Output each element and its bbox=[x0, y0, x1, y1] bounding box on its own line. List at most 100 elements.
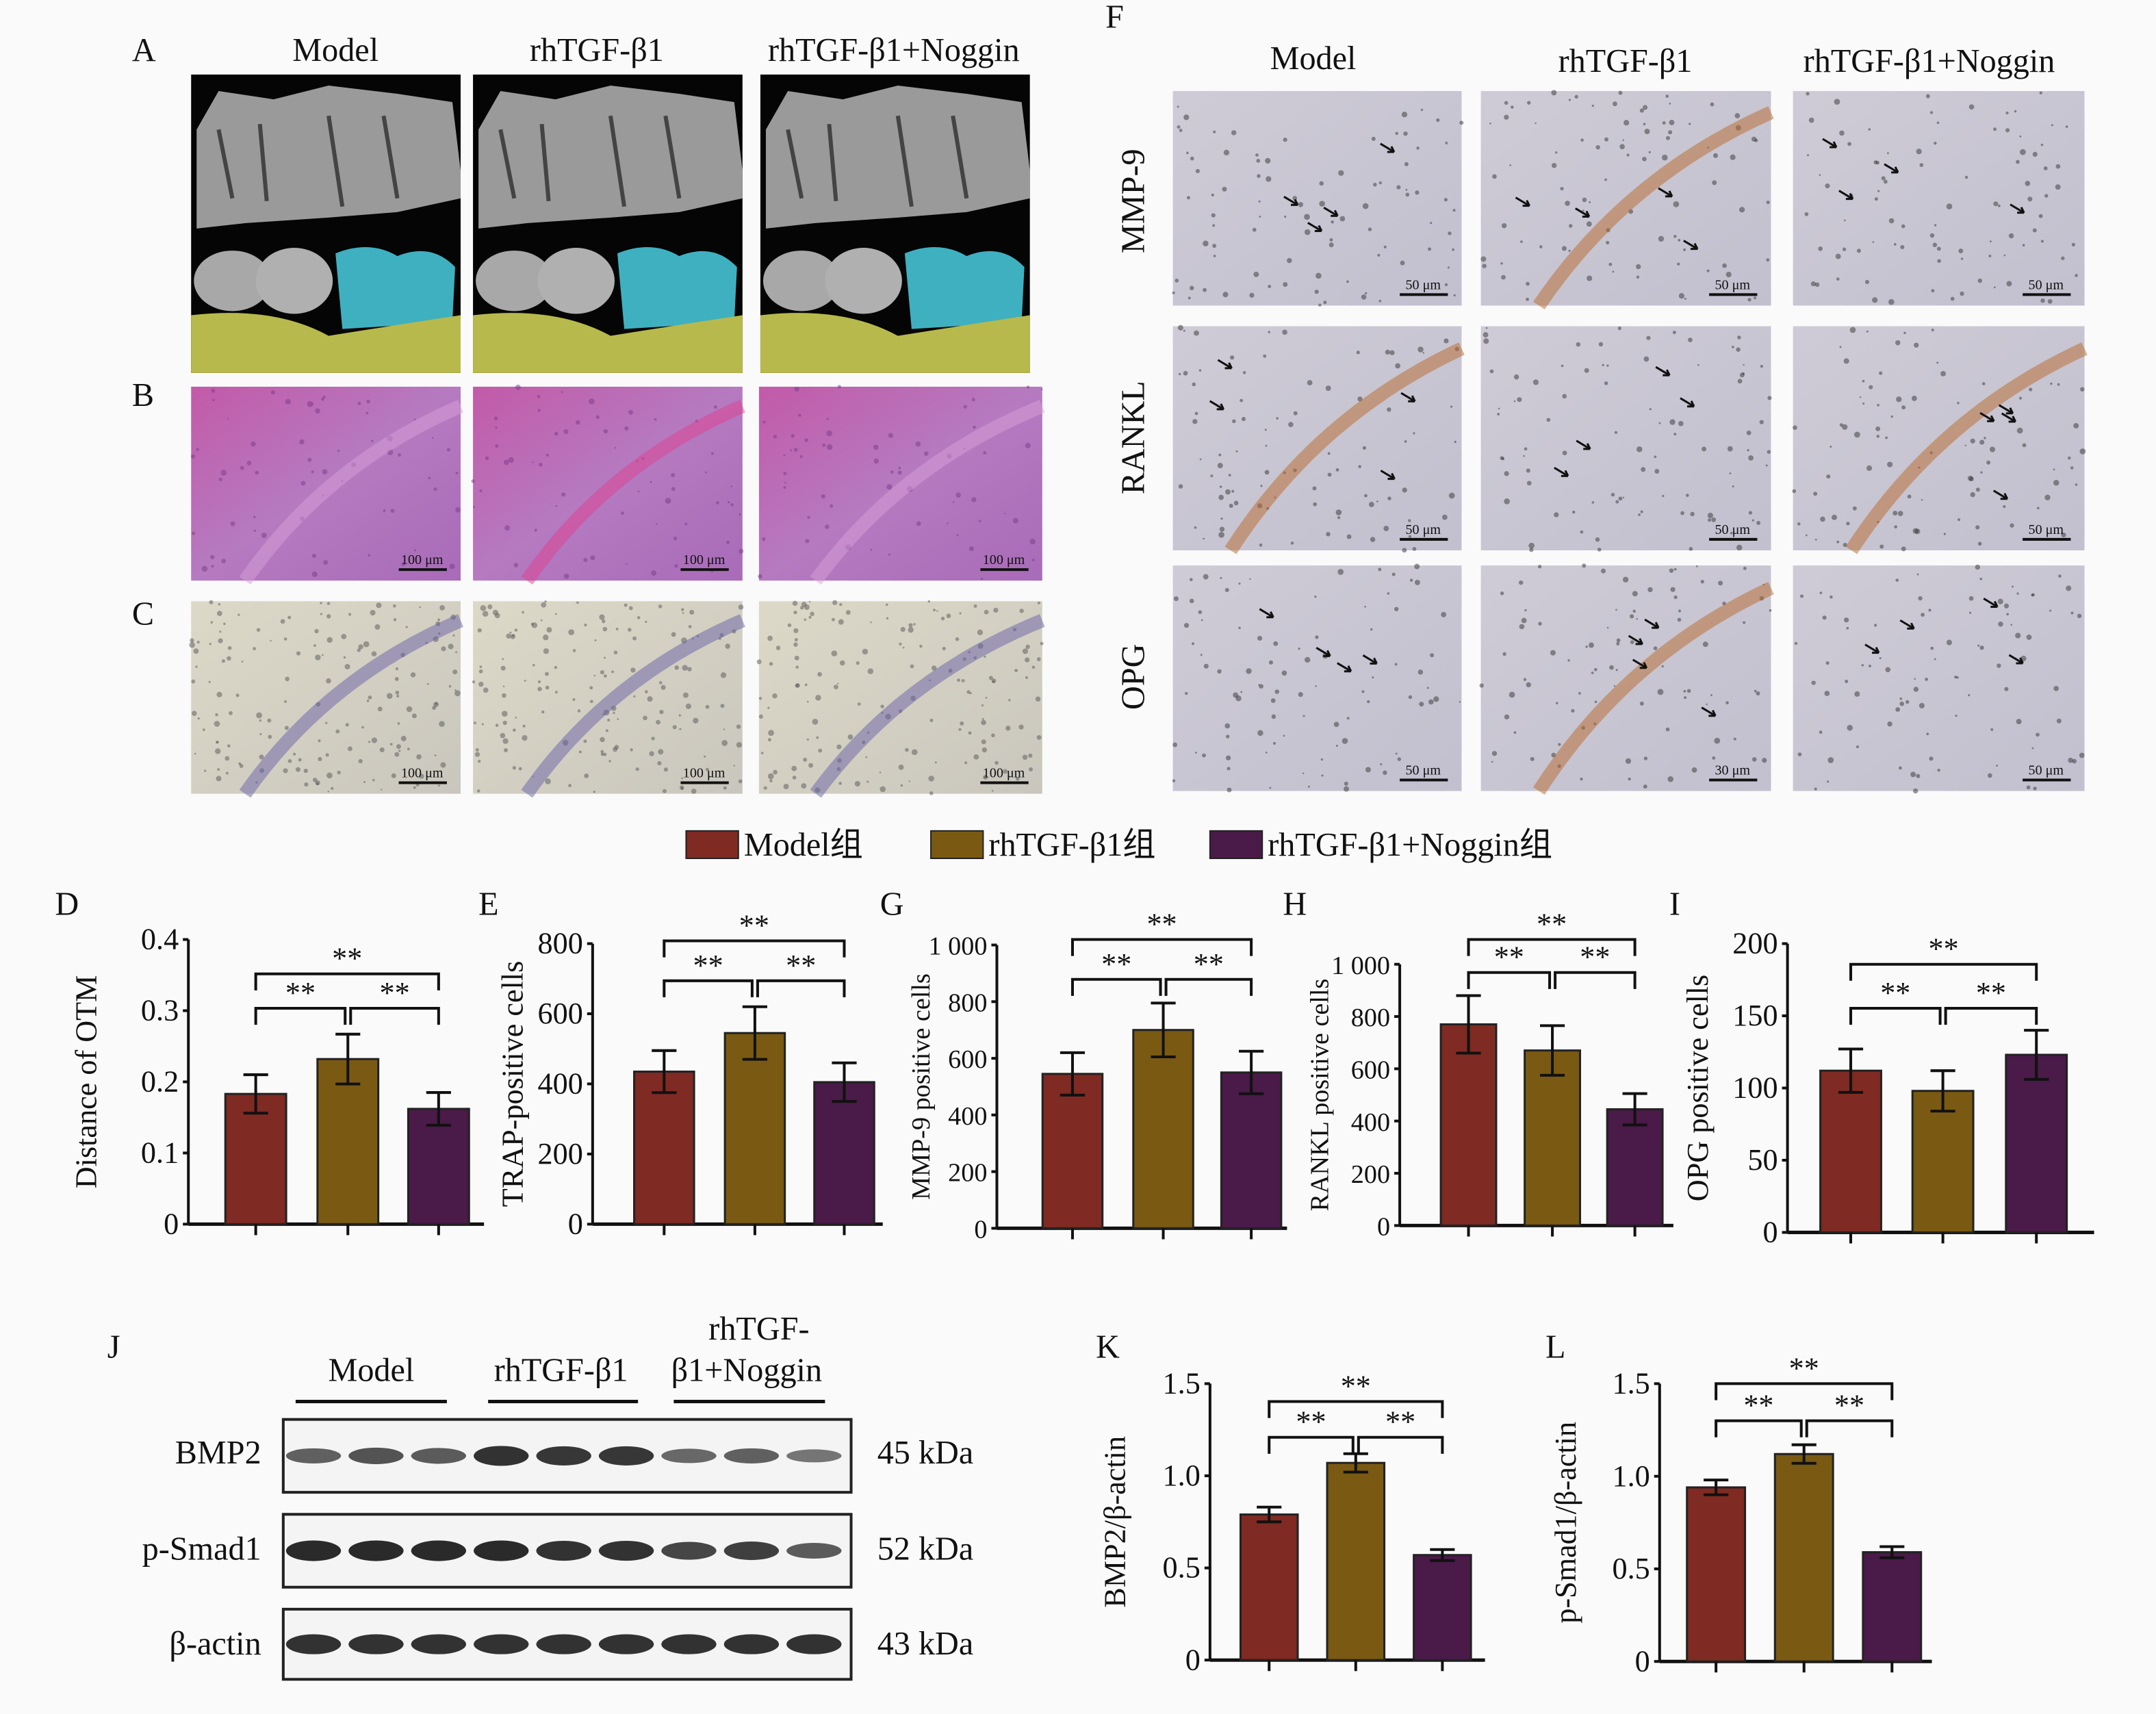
cell-speck bbox=[1333, 721, 1339, 728]
cell-speck bbox=[1173, 596, 1179, 602]
cell-speck bbox=[371, 737, 378, 743]
blot-band bbox=[474, 1634, 529, 1654]
cell-speck bbox=[1826, 474, 1831, 479]
cell-speck bbox=[991, 789, 994, 792]
cell-speck bbox=[1896, 396, 1902, 402]
significance-bracket-left bbox=[1467, 971, 1552, 989]
cell-speck bbox=[1395, 752, 1398, 755]
cell-speck bbox=[929, 791, 934, 795]
cell-speck bbox=[983, 451, 987, 455]
cell-speck bbox=[1686, 689, 1691, 693]
scale-bar-label: 50 μm bbox=[2029, 277, 2064, 292]
cell-speck bbox=[1447, 266, 1450, 269]
cell-speck bbox=[890, 470, 894, 474]
arrow-icon bbox=[1979, 411, 1995, 422]
cell-speck bbox=[1504, 114, 1509, 120]
cell-speck bbox=[1760, 365, 1764, 368]
blot-band bbox=[536, 1634, 591, 1654]
cell-speck bbox=[1598, 342, 1604, 347]
cell-speck bbox=[614, 446, 617, 449]
cell-speck bbox=[984, 609, 989, 615]
cell-speck bbox=[1008, 699, 1011, 702]
cell-speck bbox=[1287, 257, 1292, 264]
cell-speck bbox=[439, 721, 445, 727]
ihc-image-MMP-9-2: 50 μm bbox=[1793, 91, 2085, 306]
y-tick-label: 1.5 bbox=[1163, 1366, 1201, 1400]
cell-speck bbox=[1387, 407, 1391, 412]
cell-speck bbox=[235, 693, 240, 698]
cell-speck bbox=[617, 718, 619, 720]
cell-speck bbox=[1901, 224, 1905, 229]
cell-speck bbox=[561, 492, 566, 497]
cell-speck bbox=[1918, 596, 1923, 601]
cell-speck bbox=[1229, 355, 1235, 360]
cell-speck bbox=[211, 565, 214, 568]
cell-speck bbox=[1511, 105, 1514, 109]
cell-speck bbox=[2050, 382, 2053, 385]
cell-speck bbox=[806, 738, 809, 741]
cell-speck bbox=[2003, 603, 2010, 609]
cell-speck bbox=[347, 746, 352, 752]
cell-speck bbox=[1604, 178, 1607, 181]
cell-speck bbox=[1643, 356, 1650, 362]
cell-speck bbox=[1987, 773, 1992, 778]
arrow-icon bbox=[1323, 207, 1339, 217]
cell-speck bbox=[1879, 544, 1884, 549]
significance-bracket-left bbox=[1070, 977, 1162, 996]
cell-speck bbox=[1252, 227, 1257, 232]
significance-bracket-outer bbox=[1268, 1400, 1444, 1418]
cell-speck bbox=[326, 772, 333, 779]
cell-speck bbox=[767, 635, 773, 641]
cell-speck bbox=[287, 759, 292, 763]
cell-speck bbox=[934, 761, 937, 764]
cell-speck bbox=[532, 461, 535, 463]
cell-speck bbox=[1513, 731, 1517, 734]
a-header-rhtgf: rhTGF-β1 bbox=[530, 32, 664, 68]
cell-speck bbox=[1177, 324, 1183, 331]
cell-speck bbox=[1839, 130, 1845, 136]
cell-speck bbox=[270, 639, 272, 642]
cell-speck bbox=[794, 638, 798, 642]
error-bar bbox=[1239, 1049, 1264, 1095]
cell-speck bbox=[1643, 756, 1648, 760]
cell-speck bbox=[2022, 443, 2027, 448]
cell-speck bbox=[2020, 149, 2026, 155]
cell-speck bbox=[1452, 209, 1456, 212]
cell-speck bbox=[1695, 565, 1698, 567]
cell-speck bbox=[1936, 246, 1941, 251]
cell-speck bbox=[913, 623, 916, 626]
cell-speck bbox=[474, 752, 480, 757]
arrow-icon bbox=[1316, 646, 1331, 657]
cell-speck bbox=[1284, 216, 1287, 218]
cell-speck bbox=[318, 756, 322, 761]
cell-speck bbox=[1526, 468, 1530, 473]
cell-speck bbox=[2080, 387, 2085, 392]
cell-speck bbox=[705, 767, 709, 771]
cell-speck bbox=[1288, 422, 1294, 427]
cell-speck bbox=[268, 734, 272, 739]
cell-speck bbox=[1378, 299, 1382, 303]
cell-speck bbox=[1203, 240, 1209, 246]
cell-speck bbox=[1894, 525, 1898, 529]
cell-speck bbox=[1968, 104, 1975, 110]
cell-speck bbox=[563, 573, 569, 579]
cell-speck bbox=[1911, 396, 1917, 401]
y-tick-label: 150 bbox=[1732, 999, 1778, 1032]
cell-speck bbox=[1479, 683, 1484, 688]
cell-speck bbox=[283, 637, 287, 641]
cell-speck bbox=[1875, 426, 1881, 431]
y-tick-label: 0 bbox=[1762, 1216, 1778, 1249]
cell-speck bbox=[320, 613, 323, 615]
cell-speck bbox=[1364, 494, 1368, 498]
cell-speck bbox=[1642, 105, 1648, 110]
blot-band bbox=[536, 1540, 591, 1561]
cell-speck bbox=[1729, 472, 1732, 475]
cell-speck bbox=[1846, 626, 1849, 630]
scale-bar-label: 50 μm bbox=[2029, 522, 2064, 537]
cell-speck bbox=[215, 748, 221, 754]
cell-speck bbox=[253, 529, 257, 533]
cell-speck bbox=[1436, 118, 1440, 123]
cell-speck bbox=[985, 696, 988, 699]
cell-speck bbox=[216, 776, 222, 782]
cell-speck bbox=[1852, 506, 1857, 511]
